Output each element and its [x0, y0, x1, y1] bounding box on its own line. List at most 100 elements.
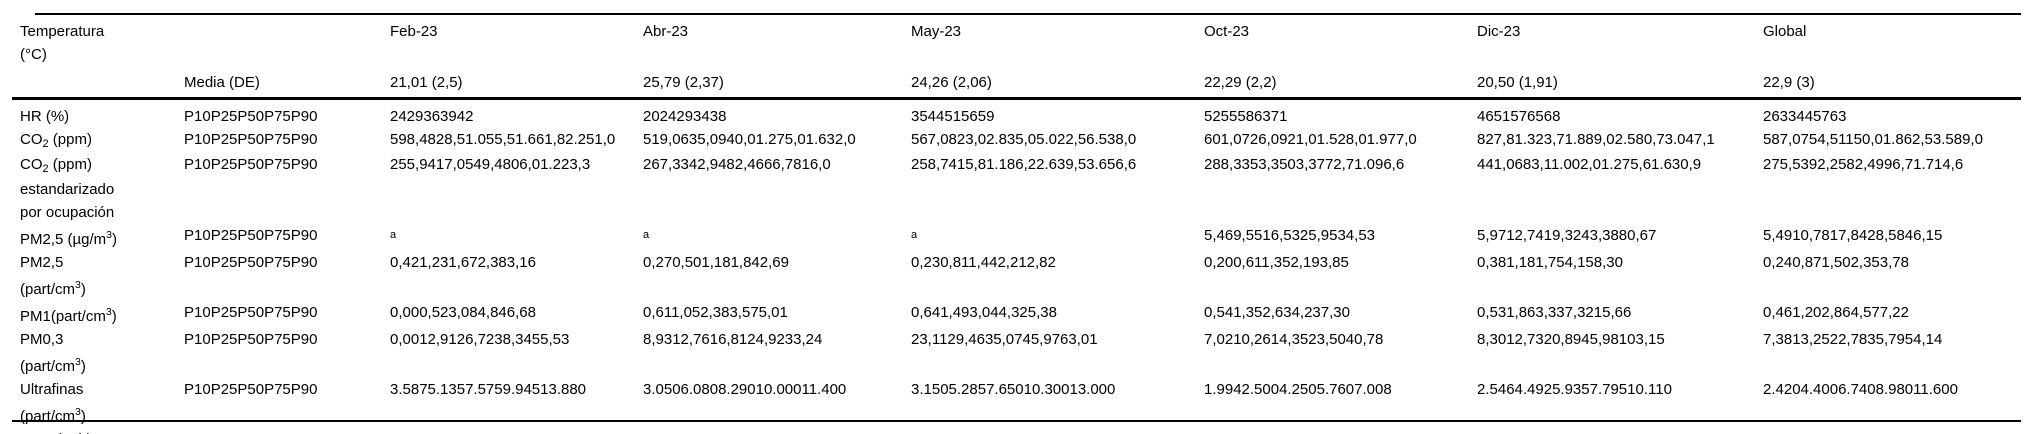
percentile-header-cell: P10P25P50P75P90	[184, 251, 390, 301]
value-hr-feb23: 2429363942	[390, 108, 474, 125]
superscript-3: 3	[75, 279, 81, 291]
superscript-3: 3	[105, 306, 112, 318]
row-label-ultrafinas: Ultrafinas (part/cm3)	[0, 378, 184, 428]
value-hr-abr23: 2024293438	[643, 108, 727, 125]
value-pm1-global: 0,461,202,864,577,22	[1763, 304, 1909, 321]
row-label-text: PM2,5 (µg/m	[20, 231, 107, 248]
value-ultrafinas-oct23: 1.9942.5004.2505.7607.008	[1204, 381, 1392, 398]
column-header-dic23: Dic-23	[1477, 23, 1521, 40]
temperature-label-line1: Temperatura	[20, 23, 105, 40]
row-label-co2-estandarizado: CO2 (ppm) estandarizado por ocupación	[0, 153, 184, 224]
value-pm03-feb23: 0,0012,9126,7238,3455,53	[390, 331, 570, 348]
percentile-label: P10P25P50P75P90	[184, 227, 318, 244]
header-row-means: Media (DE) 21,01 (2,5) 25,79 (2,37) 24,2…	[0, 71, 2031, 105]
footnote-marker-a: a	[911, 229, 918, 241]
row-label-pm25-part: PM2,5 (part/cm3)	[0, 251, 184, 301]
column-header-global: Global	[1763, 23, 1807, 40]
value-pm1-abr23: 0,611,052,383,575,01	[643, 304, 788, 321]
row-label-unit-close: )	[80, 408, 86, 425]
value-cov-feb23: b	[390, 428, 643, 434]
row-label-unit: (part/cm	[20, 358, 76, 375]
value-pm25ug-oct23: 5,469,5516,5325,9534,53	[1204, 227, 1375, 244]
row-label-line1: Ultrafinas	[20, 381, 84, 398]
value-pm03-global: 7,3813,2522,7835,7954,14	[1763, 331, 1943, 348]
percentile-label: P10P25P50P75P90	[184, 131, 318, 148]
value-co2-global: 587,0754,51150,01.862,53.589,0	[1763, 131, 1983, 148]
value-pm25ug-feb23: a	[390, 224, 643, 251]
row-label-unit: (ppm)	[48, 156, 92, 173]
value-pm03-abr23: 8,9312,7616,8124,9233,24	[643, 331, 823, 348]
subscript-2: 2	[42, 163, 49, 175]
value-co2std-abr23: 267,3342,9482,4666,7816,0	[643, 156, 831, 173]
percentile-header-cell: P10P25P50P75P90	[184, 224, 390, 251]
footnote-marker-a: a	[390, 229, 397, 241]
table-row-hr: HR (%) P10P25P50P75P90 2429363942 202429…	[0, 105, 2031, 128]
value-pm25part-oct23: 0,200,611,352,193,85	[1204, 254, 1349, 271]
row-label-line1: CO2 (ppm)	[20, 153, 184, 178]
table-header-rule	[12, 97, 2021, 100]
value-hr-oct23: 5255586371	[1204, 108, 1288, 125]
mean-dic23: 20,50 (1,91)	[1477, 74, 1558, 91]
row-label-text: CO	[20, 131, 43, 148]
temperature-label-cell: Temperatura (°C)	[0, 15, 184, 71]
row-label-hr: HR (%)	[0, 105, 184, 128]
row-label-pm25-ug: PM2,5 (µg/m3)	[0, 224, 184, 251]
row-label-line2: (part/cm3)	[20, 401, 184, 428]
value-ultrafinas-feb23: 3.5875.1357.5759.94513.880	[390, 381, 587, 398]
value-pm03-may23: 23,1129,4635,0745,9763,01	[911, 331, 1098, 348]
empty-label-cell	[0, 71, 184, 105]
value-cov-dic23: 000010	[1477, 428, 1763, 434]
percentile-header-cell: P10P25P50P75P90	[184, 128, 390, 153]
value-pm25ug-dic23: 5,9712,7419,3243,3880,67	[1477, 227, 1657, 244]
media-de-header: Media (DE)	[184, 74, 260, 91]
value-pm1-oct23: 0,541,352,634,237,30	[1204, 304, 1350, 321]
table-row-cov: COV (ppb) P10P25P50P75P90 b 103060140210…	[0, 428, 2031, 434]
subscript-2: 2	[42, 138, 49, 150]
row-label-pm03: PM0,3 (part/cm3)	[0, 328, 184, 378]
value-pm25part-may23: 0,230,811,442,212,82	[911, 254, 1056, 271]
table-bottom-rule	[12, 420, 2021, 422]
percentile-header-cell: P10P25P50P75P90	[184, 153, 390, 224]
column-header-abr23: Abr-23	[643, 23, 689, 40]
row-label-unit: (part/cm	[20, 408, 76, 425]
percentile-header-cell: P10P25P50P75P90	[184, 428, 390, 434]
value-hr-may23: 3544515659	[911, 108, 995, 125]
percentile-label: P10P25P50P75P90	[184, 331, 318, 348]
row-label-line2: (part/cm3)	[20, 351, 184, 378]
value-co2std-feb23: 255,9417,0549,4806,01.223,3	[390, 156, 591, 173]
statistics-table: Temperatura (°C) Feb-23 Abr-23 May-23 Oc…	[0, 15, 2031, 434]
row-label-pm1: PM1(part/cm3)	[0, 301, 184, 328]
value-pm25part-global: 0,240,871,502,353,78	[1763, 254, 1909, 271]
table-top-rule	[35, 13, 2021, 15]
value-pm03-dic23: 8,3012,7320,8945,98103,15	[1477, 331, 1665, 348]
percentile-header-cell: P10P25P50P75P90	[184, 328, 390, 378]
row-label-cov: COV (ppb)	[0, 428, 184, 434]
value-co2std-global: 275,5392,2582,4996,71.714,6	[1763, 156, 1964, 173]
value-hr-dic23: 4651576568	[1477, 108, 1561, 125]
row-label-unit: )	[111, 308, 117, 325]
percentile-label: P10P25P50P75P90	[184, 304, 318, 321]
percentile-label: P10P25P50P75P90	[184, 254, 318, 271]
value-cov-abr23: 103060140210	[643, 428, 911, 434]
superscript-3: 3	[75, 406, 81, 418]
mean-feb23: 21,01 (2,5)	[390, 74, 463, 91]
row-label-line2: (part/cm3)	[20, 274, 184, 301]
row-label-unit: (part/cm	[20, 281, 76, 298]
mean-may23: 24,26 (2,06)	[911, 74, 992, 91]
value-pm25ug-abr23: a	[643, 224, 911, 251]
value-co2-dic23: 827,81.323,71.889,02.580,73.047,1	[1477, 131, 1715, 148]
table-row-pm25-ug: PM2,5 (µg/m3) P10P25P50P75P90 a a a 5,46…	[0, 224, 2031, 251]
value-ultrafinas-abr23: 3.0506.0808.29010.00011.400	[643, 381, 847, 398]
row-label-line1: PM2,5	[20, 254, 64, 271]
percentile-header-cell: P10P25P50P75P90	[184, 378, 390, 428]
table-row-ultrafinas: Ultrafinas (part/cm3) P10P25P50P75P90 3.…	[0, 378, 2031, 428]
row-label-text: HR (%)	[20, 108, 70, 125]
mean-abr23: 25,79 (2,37)	[643, 74, 724, 91]
table-row-pm25-part: PM2,5 (part/cm3) P10P25P50P75P90 0,421,2…	[0, 251, 2031, 301]
percentile-header-cell: P10P25P50P75P90	[184, 105, 390, 128]
percentile-label: P10P25P50P75P90	[184, 431, 317, 434]
table-row-co2-estandarizado: CO2 (ppm) estandarizado por ocupación P1…	[0, 153, 2031, 224]
row-label-unit-close: )	[80, 281, 86, 298]
value-pm03-oct23: 7,0210,2614,3523,5040,78	[1204, 331, 1384, 348]
